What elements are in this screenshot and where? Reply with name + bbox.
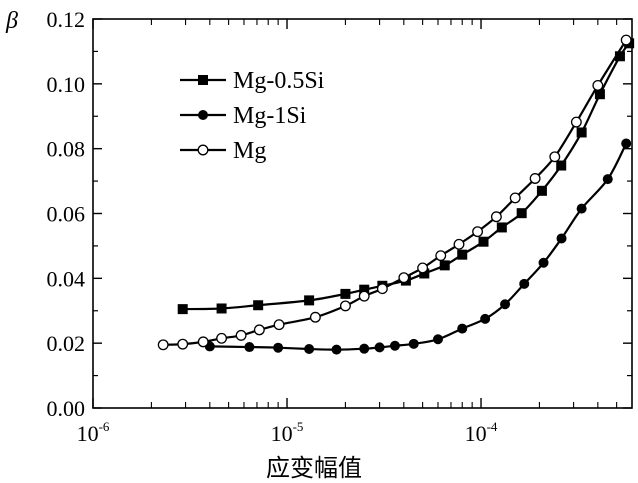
x-tick-label: 10-6 — [77, 419, 110, 446]
data-point-mg — [235, 329, 247, 341]
data-point-mg — [620, 34, 632, 46]
data-point-mg-0-5si — [496, 222, 507, 233]
data-point-mg-0-5si — [478, 236, 489, 247]
data-point-mg-1si — [621, 138, 632, 149]
x-axis-title: 应变幅值 — [266, 454, 362, 482]
data-point-mg-0-5si — [536, 185, 547, 196]
legend: Mg-0.5Si Mg-1Si Mg — [180, 68, 325, 164]
data-point-mg — [197, 336, 209, 348]
data-point-mg — [177, 338, 189, 350]
legend-marker — [198, 75, 208, 85]
data-point-mg — [398, 272, 410, 284]
data-point-mg-1si — [500, 299, 511, 310]
data-point-mg-0-5si — [253, 300, 264, 311]
data-point-mg-1si — [244, 342, 255, 353]
data-point-mg — [253, 324, 265, 336]
data-point-mg-0-5si — [216, 303, 227, 314]
data-point-mg-0-5si — [576, 127, 587, 138]
data-point-mg — [570, 116, 582, 128]
data-point-mg-0-5si — [304, 295, 315, 306]
y-tick-label: 0.06 — [47, 202, 86, 227]
data-point-mg-1si — [359, 343, 370, 354]
data-point-mg — [216, 332, 228, 344]
data-point-mg — [529, 173, 541, 184]
data-point-mg-1si — [519, 278, 530, 289]
data-point-mg-0-5si — [556, 160, 567, 171]
data-point-mg-1si — [602, 174, 613, 185]
series-mg — [157, 34, 632, 351]
data-point-mg-0-5si — [614, 51, 625, 62]
data-point-mg-0-5si — [359, 284, 370, 295]
y-tick-label: 0.02 — [47, 331, 86, 356]
data-point-mg-1si — [389, 340, 400, 351]
legend-label: Mg-0.5Si — [233, 68, 325, 94]
data-point-mg-0-5si — [516, 208, 527, 219]
data-point-mg — [435, 250, 447, 262]
x-tick-label: 10-5 — [271, 419, 304, 446]
data-point-mg — [376, 283, 388, 295]
data-point-mg-0-5si — [439, 260, 450, 271]
y-tick-label: 0.12 — [47, 7, 86, 32]
data-point-mg — [509, 192, 521, 204]
data-point-mg-1si — [457, 323, 468, 334]
data-point-mg — [358, 290, 370, 302]
series-mg-1si — [204, 138, 632, 355]
legend-marker — [198, 110, 208, 120]
data-point-mg-0-5si — [177, 304, 188, 315]
data-point-mg — [417, 262, 429, 274]
y-axis-symbol: β — [5, 8, 18, 34]
y-tick-label: 0.00 — [47, 396, 86, 421]
data-point-mg-1si — [331, 344, 342, 355]
y-tick-label: 0.04 — [47, 266, 86, 291]
legend-label: Mg-1Si — [233, 103, 307, 129]
y-tick-label: 0.08 — [47, 137, 86, 162]
data-point-mg-0-5si — [340, 288, 351, 299]
data-point-mg-1si — [374, 342, 385, 353]
data-point-mg — [490, 211, 502, 223]
data-point-mg — [453, 238, 465, 250]
x-tick-labels: 10-6 10-5 10-4 — [77, 419, 498, 446]
data-point-mg-1si — [556, 233, 567, 244]
series-layer — [157, 34, 635, 355]
data-point-mg-0-5si — [594, 89, 605, 100]
data-point-mg — [592, 80, 604, 91]
data-point-mg-1si — [273, 342, 284, 353]
data-point-mg-1si — [480, 313, 491, 324]
x-tick-label: 10-4 — [465, 419, 498, 446]
data-point-mg — [339, 300, 351, 312]
y-tick-labels: 0.00 0.02 0.04 0.06 0.08 0.10 0.12 — [47, 7, 86, 421]
data-point-mg-1si — [304, 344, 315, 355]
data-point-mg-1si — [538, 257, 549, 268]
legend-marker — [197, 144, 209, 156]
data-point-mg-1si — [408, 338, 419, 349]
data-point-mg — [309, 311, 321, 323]
data-point-mg — [157, 339, 169, 351]
data-point-mg-1si — [576, 203, 587, 214]
data-point-mg-1si — [432, 334, 443, 345]
data-point-mg — [549, 151, 561, 163]
data-point-mg-0-5si — [419, 268, 430, 279]
y-tick-label: 0.10 — [47, 72, 86, 97]
axis-ticks — [92, 18, 632, 409]
data-point-mg-0-5si — [457, 249, 468, 260]
series-line-mg-1si — [209, 142, 628, 351]
data-point-mg — [472, 226, 484, 238]
data-point-mg — [273, 319, 285, 331]
legend-label: Mg — [233, 138, 266, 164]
